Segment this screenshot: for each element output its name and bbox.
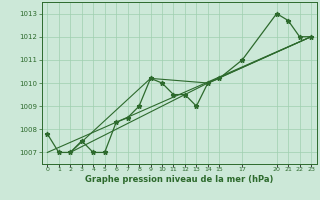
X-axis label: Graphe pression niveau de la mer (hPa): Graphe pression niveau de la mer (hPa) [85, 175, 273, 184]
